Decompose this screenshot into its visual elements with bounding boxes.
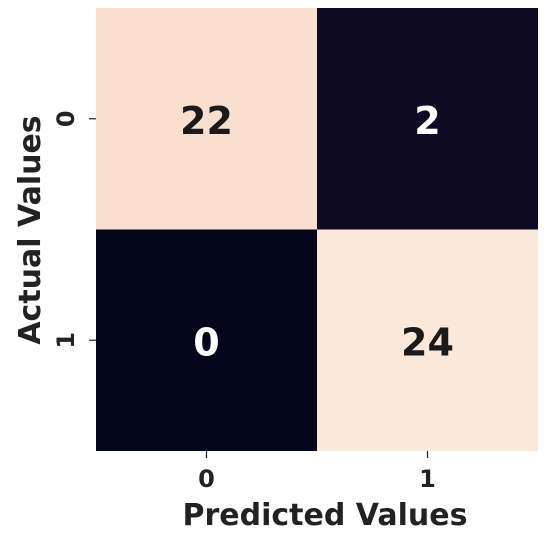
heatmap-cell-1-1 — [317, 229, 538, 451]
cell-value-0-1: 2 — [414, 99, 440, 143]
heatmap-cells — [96, 8, 538, 451]
x-tick-label-1: 1 — [419, 465, 436, 493]
cell-value-1-1: 24 — [401, 320, 454, 364]
heatmap-cell-0-0 — [96, 8, 317, 230]
x-tick-label-0: 0 — [198, 465, 215, 493]
y-tick-label-1: 1 — [52, 332, 80, 349]
heatmap-annotations: 22 20 24 — [180, 99, 454, 365]
x-axis-label: Predicted Values — [183, 498, 468, 533]
heatmap-cell-1-0 — [96, 229, 317, 451]
cell-value-0-0: 22 — [180, 99, 233, 143]
y-tick-label-0: 0 — [52, 110, 80, 127]
heatmap-cell-0-1 — [317, 8, 538, 230]
y-axis-ticks: 01 — [52, 110, 96, 349]
cell-value-1-0: 0 — [193, 320, 219, 364]
y-axis-label: Actual Values — [13, 115, 48, 344]
